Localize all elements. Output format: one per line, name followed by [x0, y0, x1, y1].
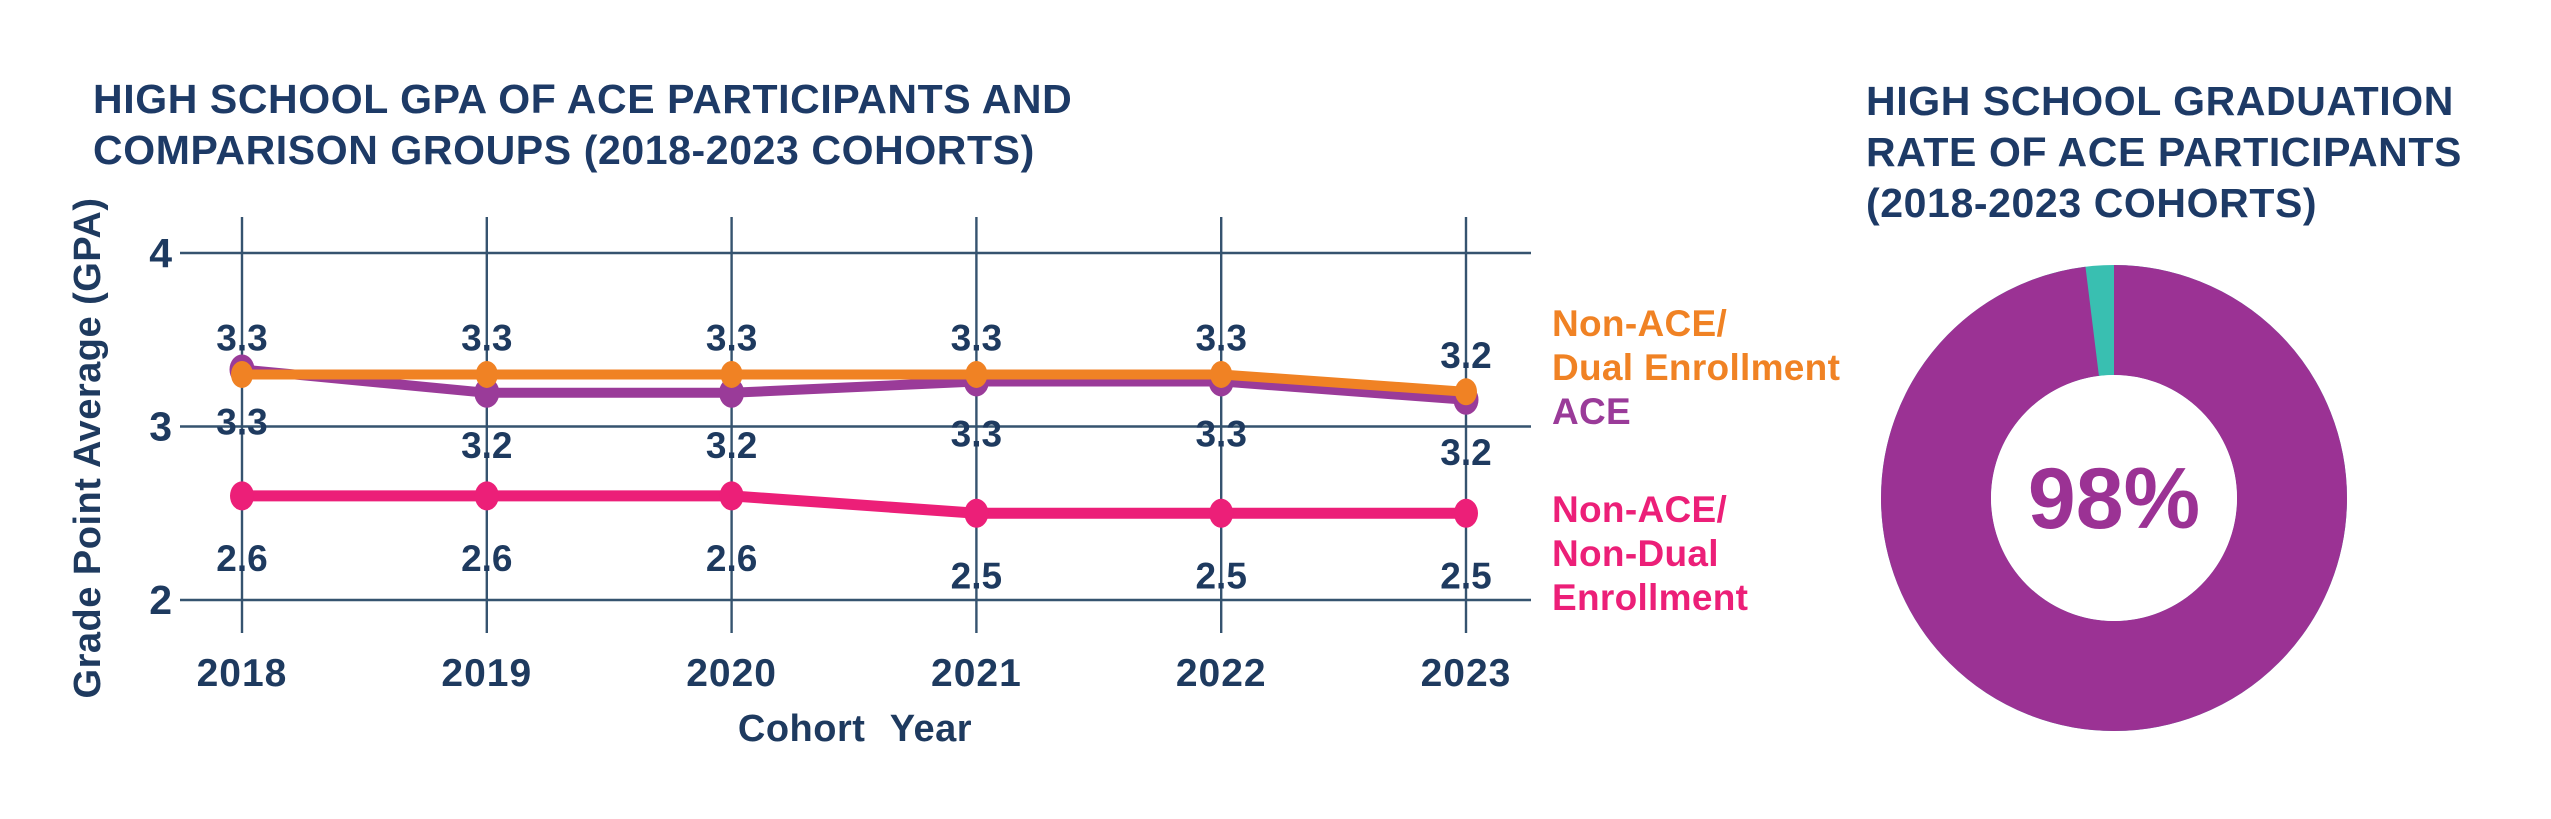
- data-point-non-ace-non-dual: [1454, 498, 1478, 528]
- gpa-chart-title-line2: COMPARISON GROUPS (2018-2023 COHORTS): [93, 127, 1035, 173]
- y-tick-label: 3: [149, 404, 172, 450]
- legend-non-dual-enrollment: Non-ACE/ Non-Dual Enrollment: [1552, 488, 1748, 620]
- x-tick-label: 2021: [931, 652, 1022, 695]
- legend-non-ace-non-dual-line2: Non-Dual: [1552, 533, 1719, 574]
- x-tick-label: 2020: [686, 652, 777, 695]
- data-point-non-ace-non-dual: [964, 498, 989, 528]
- data-label-non-ace-dual: 3.3: [706, 317, 757, 358]
- x-tick-label: 2018: [197, 652, 288, 695]
- series-line-ace: [241, 364, 1467, 405]
- data-label-non-ace-non-dual: 2.5: [1195, 555, 1246, 596]
- x-tick-label: 2019: [441, 652, 532, 695]
- data-label-non-ace-dual: 3.2: [1440, 335, 1491, 376]
- x-tick-label: 2022: [1176, 652, 1267, 695]
- data-label-non-ace-non-dual: 2.6: [216, 538, 267, 579]
- data-label-ace: 3.2: [461, 425, 512, 466]
- data-point-non-ace-non-dual: [474, 481, 499, 511]
- data-point-non-ace-dual: [1455, 378, 1477, 406]
- graduation-chart-title-line1: HIGH SCHOOL GRADUATION: [1866, 78, 2454, 124]
- data-point-non-ace-dual: [720, 360, 743, 388]
- data-label-ace: 3.2: [1440, 432, 1491, 473]
- graduation-chart-title-line3: (2018-2023 COHORTS): [1866, 180, 2318, 226]
- data-label-non-ace-non-dual: 2.6: [461, 538, 512, 579]
- donut-slice-major: [1881, 265, 2347, 731]
- donut-hole: [1991, 375, 2237, 621]
- data-point-non-ace-non-dual: [230, 481, 254, 511]
- gpa-chart-title-line1: HIGH SCHOOL GPA OF ACE PARTICIPANTS AND: [93, 76, 1073, 122]
- data-point-non-ace-non-dual: [1209, 498, 1234, 528]
- data-label-non-ace-non-dual: 2.5: [951, 555, 1002, 596]
- data-label-ace: 3.3: [951, 413, 1002, 454]
- donut-center-percentage: 98%: [2028, 451, 2200, 547]
- data-label-non-ace-non-dual: 2.6: [706, 538, 757, 579]
- data-label-non-ace-dual: 3.3: [951, 317, 1002, 358]
- legend-dual-enrollment-and-ace: Non-ACE/ Dual Enrollment ACE: [1552, 302, 1840, 434]
- legend-ace: ACE: [1552, 391, 1632, 432]
- series-line-non-ace-dual: [242, 369, 1467, 397]
- data-label-non-ace-non-dual: 2.5: [1440, 555, 1491, 596]
- legend-non-ace-dual-line1: Non-ACE/: [1552, 303, 1728, 344]
- data-point-non-ace-dual: [1210, 360, 1233, 388]
- legend-non-ace-non-dual-line3: Enrollment: [1552, 577, 1749, 618]
- data-point-non-ace-dual: [231, 360, 253, 388]
- data-label-non-ace-dual: 3.3: [216, 317, 267, 358]
- data-label-ace: 3.3: [216, 401, 267, 442]
- data-label-ace: 3.2: [706, 425, 757, 466]
- y-tick-label: 4: [149, 230, 172, 276]
- data-label-non-ace-dual: 3.3: [1195, 317, 1246, 358]
- gpa-chart-title: HIGH SCHOOL GPA OF ACE PARTICIPANTS AND …: [93, 74, 1072, 176]
- x-axis-title: Cohort Year: [738, 708, 972, 750]
- series-line-non-ace-non-dual: [242, 490, 1466, 519]
- legend-non-ace-dual-line2: Dual Enrollment: [1552, 347, 1841, 388]
- data-label-ace: 3.3: [1195, 413, 1246, 454]
- data-point-non-ace-non-dual: [719, 481, 744, 511]
- graduation-chart-title: HIGH SCHOOL GRADUATION RATE OF ACE PARTI…: [1866, 76, 2462, 229]
- legend-non-ace-non-dual-line1: Non-ACE/: [1552, 489, 1728, 530]
- data-label-non-ace-dual: 3.3: [461, 317, 512, 358]
- y-axis-title: Grade Point Average (GPA): [67, 198, 109, 699]
- y-tick-label: 2: [149, 577, 172, 623]
- data-point-non-ace-dual: [965, 360, 988, 388]
- x-tick-label: 2023: [1421, 652, 1512, 695]
- graduation-chart-title-line2: RATE OF ACE PARTICIPANTS: [1866, 129, 2462, 175]
- data-point-non-ace-dual: [475, 360, 498, 388]
